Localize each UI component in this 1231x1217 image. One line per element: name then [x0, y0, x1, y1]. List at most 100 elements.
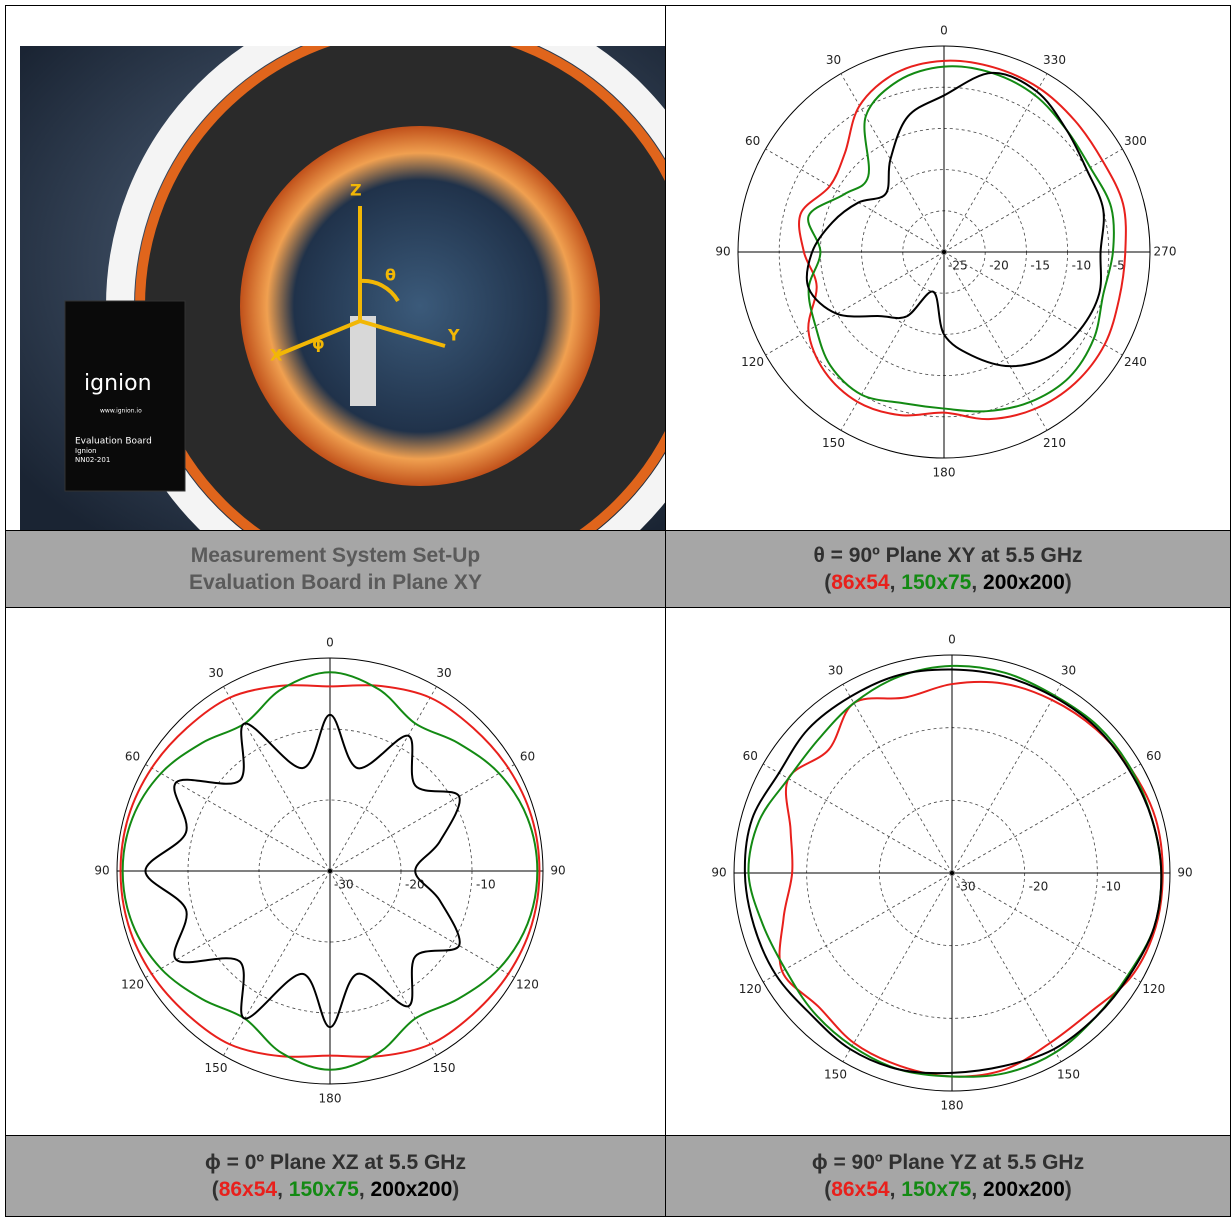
theta-tick-label: 60: [520, 750, 535, 764]
center-dot: [950, 871, 954, 875]
photo-axis: Z: [350, 181, 362, 200]
legend-entry: 86x54: [831, 1178, 890, 1201]
spoke: [329, 764, 515, 872]
photo-axis: Y: [447, 326, 460, 345]
center-dot: [942, 250, 946, 254]
legend-punct: ,: [971, 1178, 984, 1201]
theta-tick-label: 0: [948, 633, 956, 647]
r-tick-label: -30: [334, 878, 354, 892]
r-tick-label: -10: [476, 878, 496, 892]
r-tick-label: -20: [989, 259, 1009, 273]
theta-tick-label: 150: [822, 436, 845, 450]
center-dot: [328, 869, 332, 873]
series-line: [805, 71, 1105, 368]
theta-tick-label: 90: [550, 864, 565, 878]
series-line: [747, 664, 1163, 1078]
spoke: [765, 148, 945, 253]
theta-tick-label: 90: [711, 866, 726, 880]
legend-punct: ,: [971, 571, 984, 594]
photo-axis: ϕ: [312, 334, 325, 353]
series-line: [119, 684, 541, 1058]
polar-chart: -30 -20 -10 0 30 60 90 120 150 180 150 120 90 60 30: [94, 636, 565, 1106]
spoke: [329, 686, 437, 872]
caption-legend: (86x54, 150x75, 200x200): [212, 1176, 460, 1203]
theta-tick-label: 180: [941, 1099, 964, 1113]
theta-tick-label: 60: [125, 750, 140, 764]
spoke: [145, 764, 331, 872]
theta-tick-label: 120: [1142, 982, 1165, 996]
theta-tick-label: 150: [824, 1067, 847, 1081]
photo-axis: X: [270, 346, 283, 365]
legend-entry: 150x75: [901, 571, 972, 594]
theta-tick-label: 30: [826, 53, 841, 67]
theta-tick-label: 30: [208, 666, 223, 680]
spoke: [840, 251, 945, 431]
theta-tick-label: 330: [1043, 53, 1066, 67]
theta-tick-label: 30: [1061, 664, 1076, 678]
spoke: [145, 870, 331, 978]
spoke: [951, 872, 1141, 983]
theta-tick-label: 60: [745, 134, 760, 148]
spoke: [763, 872, 953, 983]
caption-legend: (86x54, 150x75, 200x200): [824, 569, 1072, 596]
photo-text: www.ignion.io: [100, 408, 142, 415]
legend-punct: ): [1064, 571, 1072, 594]
theta-tick-label: 120: [741, 355, 764, 369]
caption-title: θ = 90º Plane XY at 5.5 GHz: [813, 544, 1083, 567]
spoke: [943, 148, 1123, 253]
r-tick-label: -10: [1101, 880, 1121, 894]
chart-cell: -30 -20 -10 0 30 60 90 120 150 180 150 120 90 60 30: [665, 607, 1231, 1136]
theta-tick-label: 90: [94, 864, 109, 878]
caption: θ = 90º Plane XY at 5.5 GHz (86x54, 150x7…: [665, 530, 1231, 608]
theta-tick-label: 90: [1177, 866, 1192, 880]
theta-tick-label: 0: [326, 636, 334, 650]
theta-tick-label: 120: [516, 978, 539, 992]
legend-punct: ,: [889, 1178, 902, 1201]
spoke: [842, 872, 953, 1062]
r-tick-label: -20: [1029, 880, 1049, 894]
legend-punct: ,: [358, 1178, 371, 1201]
legend-entry: 86x54: [831, 571, 890, 594]
theta-tick-label: 150: [433, 1061, 456, 1075]
theta-tick-label: 30: [828, 664, 843, 678]
photo-text: Evaluation Board: [75, 437, 152, 447]
chart-cell: -30 -20 -10 0 30 60 90 120 150 180 150 120 90 60 30: [5, 607, 666, 1136]
caption-line: Evaluation Board in Plane XY: [189, 571, 482, 594]
polar-chart: -25 -20 -15 -10 -5 0 30 60 90 120 150 180 210 240 270 3…: [715, 24, 1176, 480]
r-tick-label: -25: [948, 259, 968, 273]
r-tick-label: -10: [1072, 259, 1092, 273]
spoke: [842, 684, 953, 874]
spoke: [943, 251, 1048, 431]
photo-axis: θ: [385, 266, 396, 285]
theta-tick-label: 90: [715, 245, 730, 259]
theta-tick-label: 60: [1146, 749, 1161, 763]
spoke: [223, 870, 331, 1056]
spoke: [840, 73, 945, 253]
legend-entry: 200x200: [370, 1178, 453, 1201]
legend-punct: ,: [889, 571, 902, 594]
legend-entry: 200x200: [983, 571, 1065, 594]
photo: Z θ X Y ϕ ignion www.ignion.io Evaluatio…: [20, 46, 665, 554]
spoke: [763, 763, 953, 874]
theta-tick-label: 120: [121, 978, 144, 992]
legend-entry: 150x75: [901, 1178, 972, 1201]
theta-tick-label: 30: [436, 666, 451, 680]
spoke: [943, 73, 1048, 253]
theta-tick-label: 60: [743, 749, 758, 763]
legend-entry: 86x54: [218, 1178, 278, 1201]
caption: ϕ = 0º Plane XZ at 5.5 GHz (86x54, 150x75…: [5, 1135, 666, 1217]
photo-text: Ignion: [75, 447, 97, 455]
legend-punct: (: [824, 1178, 832, 1201]
legend-punct: ): [452, 1178, 460, 1201]
theta-tick-label: 0: [940, 24, 948, 38]
r-tick-label: -15: [1030, 259, 1050, 273]
legend-punct: ,: [277, 1178, 289, 1201]
legend-entry: 200x200: [983, 1178, 1065, 1201]
series-line: [807, 65, 1115, 413]
legend-punct: (: [824, 571, 832, 594]
r-tick-label: -5: [1113, 259, 1125, 273]
theta-tick-label: 150: [1057, 1067, 1080, 1081]
legend-punct: ): [1064, 1178, 1072, 1201]
chart-cell: -25 -20 -15 -10 -5 0 30 60 90 120 150 180 210 240 270 3…: [665, 5, 1231, 531]
